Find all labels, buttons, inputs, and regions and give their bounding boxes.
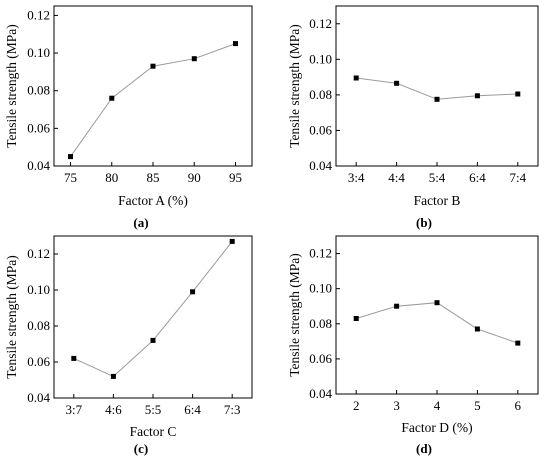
chart-a-ytick-label: 0.06 (27, 120, 50, 135)
chart-d-ytick-label: 0.10 (309, 281, 332, 296)
chart-a-data-point (233, 41, 238, 47)
chart-c-xtick-label: 4:6 (105, 402, 122, 417)
chart-a-x-axis: 75 80 85 90 95 (64, 162, 242, 185)
chart-a: 0.04 0.06 0.08 0.10 0.12 75 80 85 90 95 Tensile … (4, 5, 253, 230)
chart-d-ytick-label: 0.04 (309, 386, 332, 401)
chart-a-xtick-label: 90 (188, 170, 201, 185)
chart-d-ytick-label: 0.08 (309, 316, 332, 331)
chart-d-xtick-label: 6 (515, 398, 522, 413)
chart-b-ylabel: Tensile strength (MPa) (287, 24, 302, 148)
chart-c-xtick-label: 6:4 (184, 402, 201, 417)
chart-d-xtick-label: 2 (353, 398, 360, 413)
chart-b-data-point (394, 80, 400, 86)
chart-b-xtick-label: 6:4 (469, 170, 486, 185)
chart-b-data-point (353, 75, 359, 81)
chart-d-y-axis: 0.04 0.06 0.08 0.10 0.12 (309, 246, 340, 401)
chart-d: 0.04 0.06 0.08 0.10 0.12 2 3 4 5 6 Tensile stren… (287, 235, 539, 456)
chart-b-ytick-label: 0.06 (309, 122, 332, 137)
chart-c-y-axis: 0.04 0.06 0.08 0.10 0.12 (27, 246, 58, 405)
chart-d-ytick-label: 0.06 (309, 351, 332, 366)
chart-d-ylabel: Tensile strength (MPa) (287, 253, 302, 377)
chart-a-y-axis: 0.04 0.06 0.08 0.10 0.12 (27, 7, 58, 173)
chart-d-x-axis: 2 3 4 5 6 (353, 390, 522, 413)
chart-b-data-point (474, 93, 480, 99)
chart-d-ytick-label: 0.12 (309, 246, 332, 261)
chart-a-xtick-label: 80 (105, 170, 118, 185)
chart-a-xtick-label: 85 (147, 170, 160, 185)
chart-d-data-point (474, 326, 480, 332)
chart-c-data-point (229, 238, 235, 244)
chart-a-plot-frame (53, 5, 253, 167)
chart-c-ytick-label: 0.06 (27, 354, 50, 369)
chart-c-xlabel: Factor C (130, 424, 177, 439)
chart-d-data-point (394, 303, 400, 309)
chart-a-xtick-label: 95 (229, 170, 242, 185)
chart-c: 0.04 0.06 0.08 0.10 0.12 3:7 4:6 5:5 6:4 7:3 Ten… (4, 235, 253, 456)
chart-b-ytick-label: 0.08 (309, 87, 332, 102)
chart-b-x-axis: 3:4 4:4 5:4 6:4 7:4 (348, 162, 527, 185)
chart-c-marks (71, 238, 235, 379)
chart-a-data-point (191, 56, 197, 62)
chart-c-data-point (190, 289, 196, 295)
chart-d-xtick-label: 4 (434, 398, 441, 413)
chart-b-ytick-label: 0.12 (309, 16, 332, 31)
chart-a-data-point (150, 63, 156, 69)
chart-b-data-point (434, 96, 440, 102)
chart-c-ytick-label: 0.12 (27, 246, 50, 261)
chart-a-data-point (109, 95, 115, 101)
chart-a-series-line (70, 43, 236, 157)
chart-b-plot-frame (335, 5, 539, 167)
chart-c-data-point (150, 337, 156, 343)
chart-c-ytick-label: 0.10 (27, 282, 50, 297)
chart-c-ytick-label: 0.08 (27, 318, 50, 333)
chart-a-ytick-label: 0.10 (27, 45, 50, 60)
chart-b-series-line (356, 77, 518, 100)
chart-c-ylabel: Tensile strength (MPa) (4, 255, 19, 379)
chart-d-xlabel: Factor D (%) (401, 420, 472, 435)
chart-b-xtick-label: 3:4 (348, 170, 365, 185)
chart-d-data-point (434, 300, 440, 306)
chart-b-xtick-label: 4:4 (388, 170, 405, 185)
chart-c-ytick-label: 0.04 (27, 390, 50, 405)
chart-a-xtick-label: 75 (64, 170, 77, 185)
chart-d-marks (353, 300, 521, 346)
chart-d-xtick-label: 3 (393, 398, 400, 413)
chart-d-data-point (515, 340, 521, 346)
chart-a-xlabel: Factor A (%) (118, 193, 188, 208)
chart-c-series-line (73, 241, 233, 377)
chart-b-xlabel: Factor B (414, 193, 461, 208)
chart-d-xtick-label: 5 (474, 398, 481, 413)
chart-d-series-line (356, 302, 518, 344)
chart-c-x-axis: 3:7 4:6 5:5 6:4 7:3 (65, 394, 241, 417)
chart-a-data-point (68, 154, 73, 160)
chart-b-y-axis: 0.04 0.06 0.08 0.10 0.12 (309, 16, 340, 173)
chart-a-ytick-label: 0.12 (27, 7, 50, 22)
chart-c-plot-frame (53, 235, 253, 399)
chart-c-data-point (71, 355, 77, 361)
chart-d-panel-label: (d) (416, 441, 432, 456)
chart-b-panel-label: (b) (416, 215, 432, 230)
chart-a-panel-label: (a) (133, 215, 148, 230)
chart-c-xtick-label: 5:5 (145, 402, 162, 417)
chart-b-xtick-label: 7:4 (509, 170, 526, 185)
chart-a-ytick-label: 0.04 (27, 158, 50, 173)
chart-b: 0.04 0.06 0.08 0.10 0.12 3:4 4:4 5:4 6:4 7:4 Ten… (287, 5, 539, 230)
chart-d-data-point (353, 316, 359, 321)
chart-b-data-point (515, 91, 521, 97)
chart-b-ytick-label: 0.10 (309, 51, 332, 66)
chart-b-xtick-label: 5:4 (429, 170, 446, 185)
chart-a-ytick-label: 0.08 (27, 83, 50, 98)
chart-a-ylabel: Tensile strength (MPa) (4, 24, 19, 148)
chart-c-xtick-label: 7:3 (224, 402, 241, 417)
chart-c-data-point (110, 373, 116, 379)
chart-a-marks (68, 41, 238, 160)
chart-b-marks (353, 75, 521, 102)
chart-b-ytick-label: 0.04 (309, 158, 332, 173)
chart-c-xtick-label: 3:7 (65, 402, 82, 417)
chart-c-panel-label: (c) (134, 441, 148, 456)
